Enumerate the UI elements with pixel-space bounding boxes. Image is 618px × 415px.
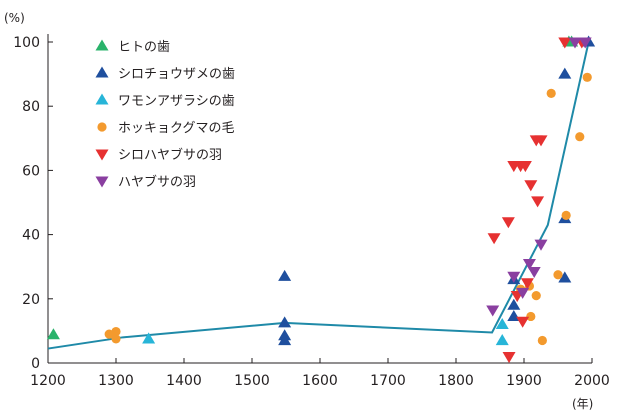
x-tick-label: 1200 xyxy=(30,373,66,389)
y-tick-label: 60 xyxy=(22,163,40,179)
y-tick-label: 80 xyxy=(22,99,40,115)
x-axis-unit-label: (年) xyxy=(572,397,593,411)
data-point-series-4 xyxy=(502,352,516,364)
data-point-series-5 xyxy=(578,37,592,49)
data-point-series-4 xyxy=(487,233,501,245)
data-point-series-4 xyxy=(516,316,530,328)
y-axis-unit-label: (%) xyxy=(4,11,25,25)
data-point-series-3 xyxy=(546,88,556,98)
data-point-series-0 xyxy=(46,328,60,340)
legend-label-series-5: ハヤブサの羽 xyxy=(118,174,196,190)
data-point-series-4 xyxy=(501,217,515,229)
y-tick-label: 40 xyxy=(22,228,40,244)
data-point-series-3 xyxy=(531,290,541,301)
data-point-series-4 xyxy=(558,37,572,49)
trend-line xyxy=(47,41,590,350)
data-point-series-5 xyxy=(568,37,582,49)
x-tick-label: 1500 xyxy=(234,373,270,389)
data-point-series-3 xyxy=(582,72,592,82)
data-point-series-5 xyxy=(534,239,548,251)
data-point-series-1 xyxy=(278,334,292,346)
data-point-series-5 xyxy=(527,266,541,279)
x-tick-label: 1800 xyxy=(438,373,474,389)
legend: ヒトの歯シロチョウザメの歯ワモンアザラシの歯ホッキョクグマの毛シロハヤブサの羽ハ… xyxy=(95,39,235,190)
x-tick-label: 2000 xyxy=(574,373,610,389)
data-point-series-4 xyxy=(524,180,538,192)
data-point-series-1 xyxy=(278,316,292,328)
legend-label-series-0: ヒトの歯 xyxy=(118,40,170,55)
legend-label-series-1: シロチョウザメの歯 xyxy=(118,67,235,82)
y-tick-label: 20 xyxy=(22,292,40,308)
x-tick-label: 1700 xyxy=(370,373,406,389)
data-point-series-2 xyxy=(495,317,509,330)
data-point-series-3 xyxy=(553,270,563,280)
legend-label-series-3: ホッキョクグマの毛 xyxy=(118,121,234,136)
data-point-series-4 xyxy=(534,135,548,147)
x-tick-label: 1300 xyxy=(98,373,134,389)
x-tick-label: 1600 xyxy=(302,373,338,389)
data-point-series-5 xyxy=(507,271,521,283)
data-point-series-5 xyxy=(516,287,530,299)
legend-label-series-4: シロハヤブサの羽 xyxy=(118,147,222,163)
y-tick-label: 0 xyxy=(31,356,40,372)
y-tick-label: 100 xyxy=(13,35,40,51)
legend-marker-series-4 xyxy=(95,149,109,161)
data-point-series-3 xyxy=(561,210,571,220)
data-point-series-1 xyxy=(507,298,521,310)
data-point-series-4 xyxy=(531,196,545,208)
data-point-series-2 xyxy=(495,334,509,346)
legend-label-series-2: ワモンアザラシの歯 xyxy=(118,94,235,109)
data-point-series-5 xyxy=(486,305,500,317)
axes: 0 20 40 60 80 100 1200 1300 1400 1500 1600 1700 1800… xyxy=(13,34,610,389)
legend-marker-series-2 xyxy=(95,93,109,105)
trend-line-group xyxy=(47,41,590,350)
data-point-series-3 xyxy=(111,334,121,344)
data-point-series-3 xyxy=(111,326,121,337)
legend-marker-series-3 xyxy=(97,122,107,132)
legend-marker-series-0 xyxy=(95,39,109,51)
data-point-series-3 xyxy=(537,335,547,346)
data-point-series-1 xyxy=(278,269,292,281)
data-point-series-4 xyxy=(518,161,532,173)
data-point-series-2 xyxy=(142,332,156,344)
data-point-series-5 xyxy=(522,258,536,270)
x-tick-label: 1900 xyxy=(506,373,542,389)
data-point-series-4 xyxy=(520,278,534,290)
data-point-series-1 xyxy=(558,67,572,79)
data-point-series-3 xyxy=(575,132,585,142)
data-points xyxy=(46,35,596,364)
data-point-series-1 xyxy=(558,271,572,283)
legend-marker-series-1 xyxy=(95,66,109,78)
data-point-series-3 xyxy=(526,311,536,322)
x-tick-label: 1400 xyxy=(166,373,202,389)
legend-marker-series-5 xyxy=(95,176,109,188)
